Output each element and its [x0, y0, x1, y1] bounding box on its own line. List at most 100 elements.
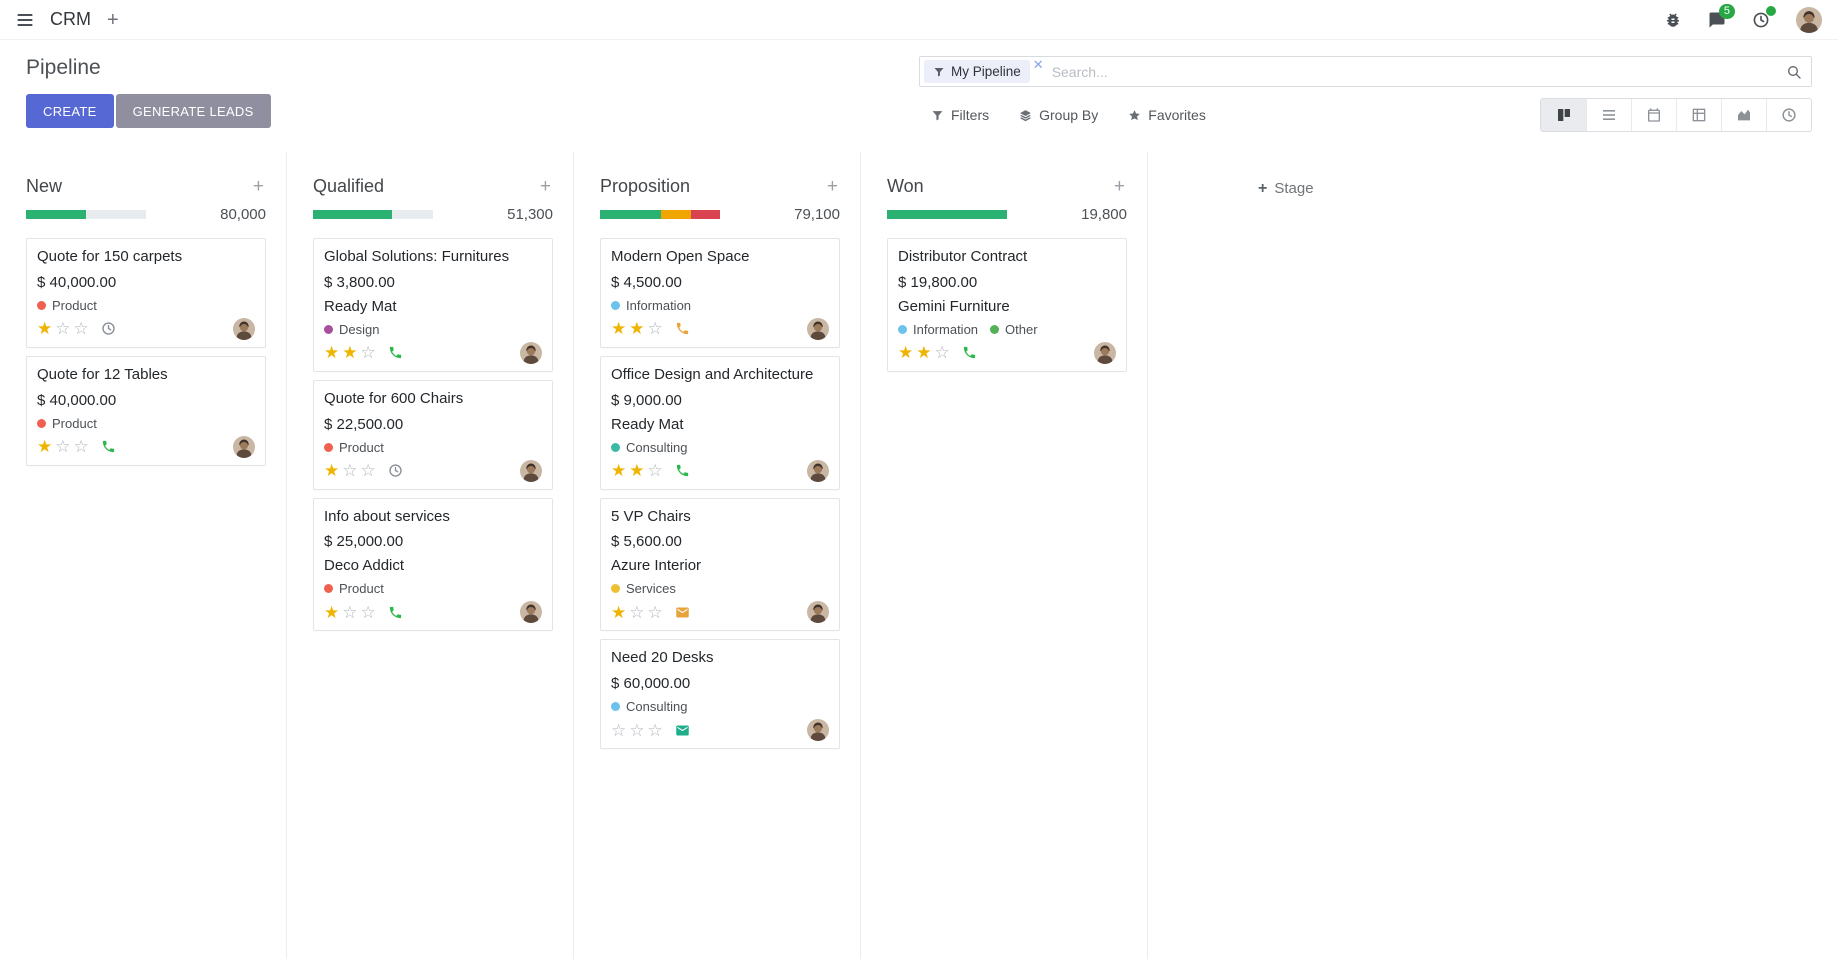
- generate-leads-button[interactable]: GENERATE LEADS: [115, 94, 271, 128]
- priority-star[interactable]: ★: [611, 461, 627, 480]
- kanban-card[interactable]: Modern Open Space $ 4,500.00 Information ★ ★…: [600, 238, 840, 348]
- priority-star[interactable]: ☆: [342, 602, 358, 622]
- priority-star[interactable]: ☆: [647, 602, 663, 622]
- kanban-card[interactable]: Office Design and Architecture $ 9,000.00…: [600, 355, 840, 490]
- pivot-view-button[interactable]: [1676, 99, 1721, 131]
- list-view-button[interactable]: [1586, 99, 1631, 131]
- priority-star[interactable]: ☆: [629, 720, 645, 740]
- activities-clock-icon[interactable]: [1752, 5, 1776, 29]
- priority-star[interactable]: ☆: [647, 461, 663, 480]
- column-add-button[interactable]: +: [1113, 176, 1125, 197]
- priority-star[interactable]: ★: [629, 461, 645, 480]
- priority-star[interactable]: ★: [37, 437, 53, 456]
- priority-star[interactable]: ☆: [934, 343, 950, 363]
- search-bar[interactable]: My Pipeline ✕: [919, 56, 1812, 87]
- phone-activity-icon[interactable]: [101, 439, 116, 454]
- column-title[interactable]: Won: [887, 176, 924, 196]
- favorites-menu[interactable]: Favorites: [1128, 107, 1206, 123]
- priority-star[interactable]: ★: [342, 343, 358, 363]
- priority-star[interactable]: ★: [916, 343, 932, 363]
- tag-color-dot: [611, 702, 620, 711]
- priority-star[interactable]: ★: [611, 602, 627, 622]
- priority-star[interactable]: ★: [629, 319, 645, 339]
- graph-view-button[interactable]: [1721, 99, 1766, 131]
- clock-activity-icon[interactable]: [388, 463, 403, 478]
- priority-star[interactable]: ★: [324, 343, 340, 363]
- phone-activity-icon[interactable]: [675, 463, 690, 478]
- user-avatar[interactable]: [1796, 6, 1822, 33]
- phone-activity-icon[interactable]: [962, 345, 977, 360]
- envelope-activity-icon[interactable]: [675, 723, 690, 738]
- phone-activity-icon[interactable]: [675, 321, 690, 336]
- kanban-card[interactable]: Quote for 12 Tables $ 40,000.00 Product ★ ☆ ☆: [26, 355, 266, 466]
- search-input[interactable]: [1051, 63, 1786, 80]
- favorite-star-icon: [1129, 109, 1141, 120]
- progress-segment[interactable]: [313, 210, 393, 219]
- tag: Other: [990, 322, 1038, 337]
- kanban-card[interactable]: 5 VP Chairs $ 5,600.00 Azure Interior Servi…: [600, 497, 840, 632]
- clock-activity-icon[interactable]: [101, 321, 116, 336]
- priority-star[interactable]: ☆: [73, 437, 89, 456]
- messages-icon[interactable]: 5: [1708, 3, 1735, 29]
- kanban-card[interactable]: Quote for 150 carpets $ 40,000.00 Product ★…: [26, 238, 266, 348]
- column-add-button[interactable]: +: [252, 176, 264, 197]
- bug-icon[interactable]: [1664, 11, 1682, 29]
- card-amount: $ 3,800.00: [324, 273, 395, 291]
- card-title: Quote for 12 Tables: [37, 365, 168, 383]
- kanban-card[interactable]: Distributor Contract $ 19,800.00 Gemini Fu…: [887, 238, 1127, 372]
- kanban-card[interactable]: Info about services $ 25,000.00 Deco Addic…: [313, 497, 553, 632]
- app-name-crm[interactable]: CRM: [50, 9, 91, 29]
- progress-segment[interactable]: [600, 210, 662, 219]
- kanban-card[interactable]: Quote for 600 Chairs $ 22,500.00 Product ★ ☆…: [313, 379, 553, 490]
- priority-star[interactable]: ☆: [611, 720, 627, 740]
- calendar-view-button[interactable]: [1631, 99, 1676, 131]
- search-facet-my-pipeline[interactable]: My Pipeline: [924, 60, 1030, 83]
- filters-menu[interactable]: Filters: [931, 107, 989, 123]
- apps-menu-icon[interactable]: [16, 11, 34, 29]
- priority-star[interactable]: ☆: [360, 343, 376, 363]
- group-by-menu[interactable]: Group By: [1019, 107, 1098, 123]
- priority-star[interactable]: ★: [611, 319, 627, 339]
- column-add-button[interactable]: +: [539, 176, 551, 197]
- facet-remove-icon[interactable]: ✕: [1032, 57, 1044, 72]
- priority-star[interactable]: ☆: [647, 720, 663, 740]
- quick-add-icon[interactable]: +: [107, 8, 119, 31]
- priority-star[interactable]: ☆: [647, 319, 663, 339]
- card-tags: Information Other: [898, 322, 1116, 337]
- activity-view-button[interactable]: [1766, 99, 1811, 131]
- add-stage-button[interactable]: + Stage: [1258, 180, 1314, 197]
- priority-star[interactable]: ☆: [55, 437, 71, 456]
- phone-activity-icon[interactable]: [388, 345, 403, 360]
- tag: Consulting: [611, 440, 687, 455]
- priority-star[interactable]: ☆: [55, 319, 71, 339]
- card-amount: $ 25,000.00: [324, 533, 404, 551]
- priority-star[interactable]: ☆: [360, 602, 376, 622]
- create-button[interactable]: CREATE: [26, 94, 114, 128]
- priority-star[interactable]: ☆: [342, 461, 358, 480]
- priority-star[interactable]: ★: [324, 461, 340, 480]
- priority-star[interactable]: ★: [324, 602, 340, 622]
- column-add-button[interactable]: +: [826, 176, 838, 197]
- column-title[interactable]: Proposition: [600, 176, 691, 196]
- progress-segment[interactable]: [691, 210, 720, 219]
- card-amount: $ 40,000.00: [37, 391, 117, 409]
- kanban-view-button[interactable]: [1541, 99, 1586, 131]
- priority-star[interactable]: ★: [898, 343, 914, 363]
- priority-star[interactable]: ☆: [360, 461, 376, 480]
- phone-activity-icon[interactable]: [388, 605, 403, 620]
- progress-segment[interactable]: [887, 210, 1007, 219]
- search-icon[interactable]: [1786, 64, 1802, 80]
- priority-star[interactable]: ☆: [629, 602, 645, 622]
- priority-star[interactable]: ★: [37, 319, 53, 339]
- envelope-activity-icon[interactable]: [675, 605, 690, 620]
- tag-color-dot: [611, 584, 620, 594]
- kanban-card[interactable]: Global Solutions: Furnitures $ 3,800.00 Re…: [313, 238, 553, 372]
- column-title[interactable]: New: [26, 176, 63, 196]
- progress-segment[interactable]: [26, 210, 86, 219]
- kanban-card[interactable]: Need 20 Desks $ 60,000.00 Consulting ☆ ☆ ☆: [600, 639, 840, 749]
- column-title[interactable]: Qualified: [313, 176, 385, 196]
- priority-stars: ★ ☆ ☆: [324, 462, 379, 479]
- priority-star[interactable]: ☆: [73, 319, 89, 339]
- top-navbar: CRM + 5: [0, 0, 1838, 40]
- progress-segment[interactable]: [661, 210, 692, 219]
